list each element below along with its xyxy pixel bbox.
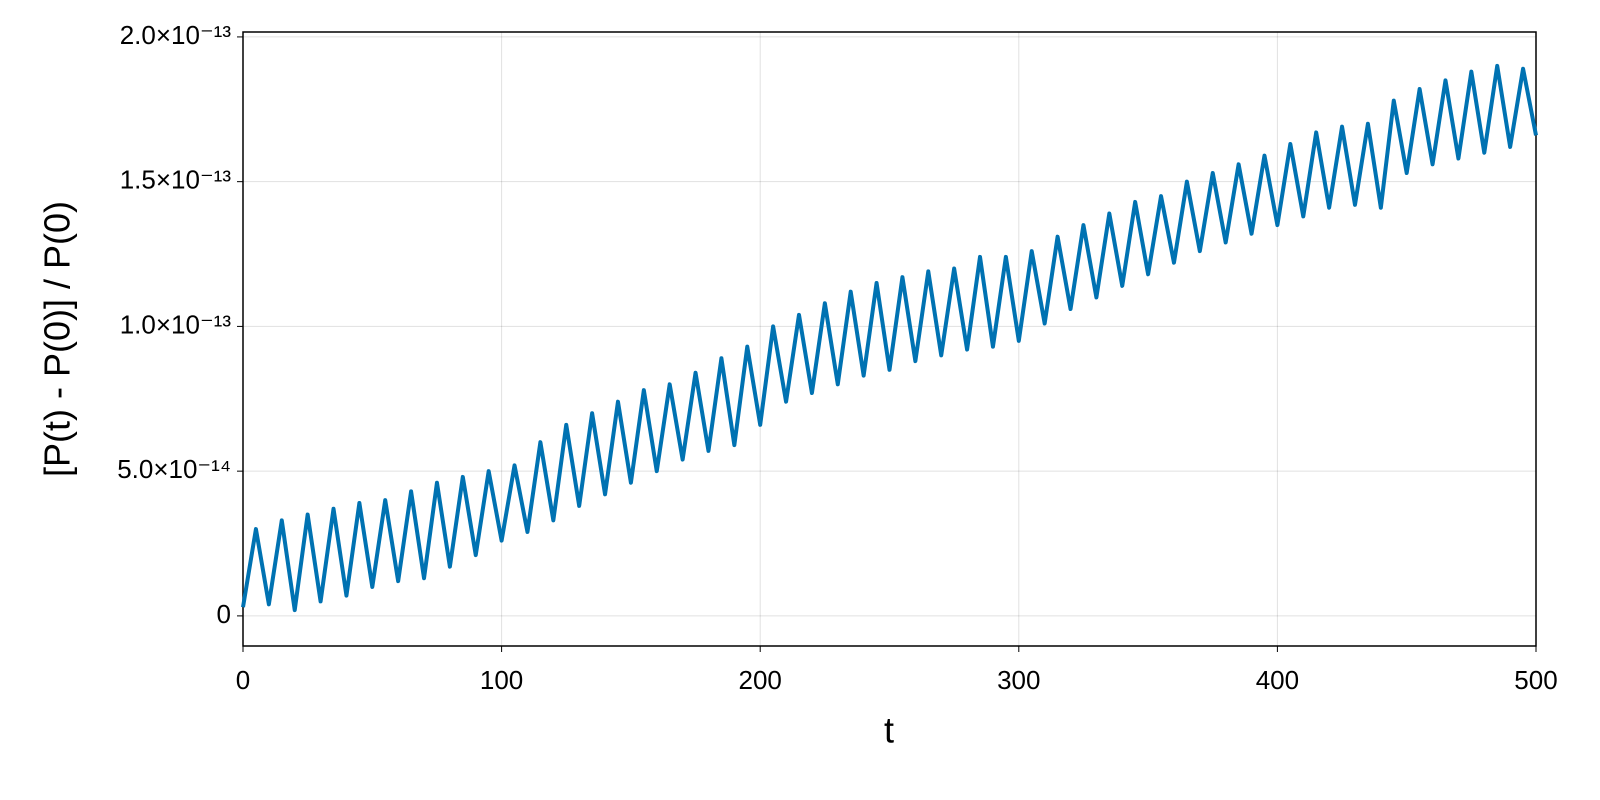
x-tick-label: 100 (480, 665, 523, 695)
x-tick-label: 300 (997, 665, 1040, 695)
x-tick-label: 200 (739, 665, 782, 695)
y-axis-label: [P(t) - P(0)] / P(0) (37, 201, 78, 477)
y-tick-label: 2.0×10⁻¹³ (120, 20, 232, 50)
y-tick-label: 0 (217, 599, 231, 629)
data-line (241, 63, 1538, 613)
x-tick-label: 400 (1256, 665, 1299, 695)
x-axis-label: t (884, 710, 894, 751)
plot-frame (242, 31, 1537, 647)
y-tick-label: 1.0×10⁻¹³ (120, 309, 232, 339)
y-tick-label: 5.0×10⁻¹⁴ (117, 454, 231, 484)
x-tick-label: 500 (1514, 665, 1557, 695)
y-tick-label: 1.5×10⁻¹³ (120, 165, 232, 195)
x-tick-label: 0 (236, 665, 250, 695)
